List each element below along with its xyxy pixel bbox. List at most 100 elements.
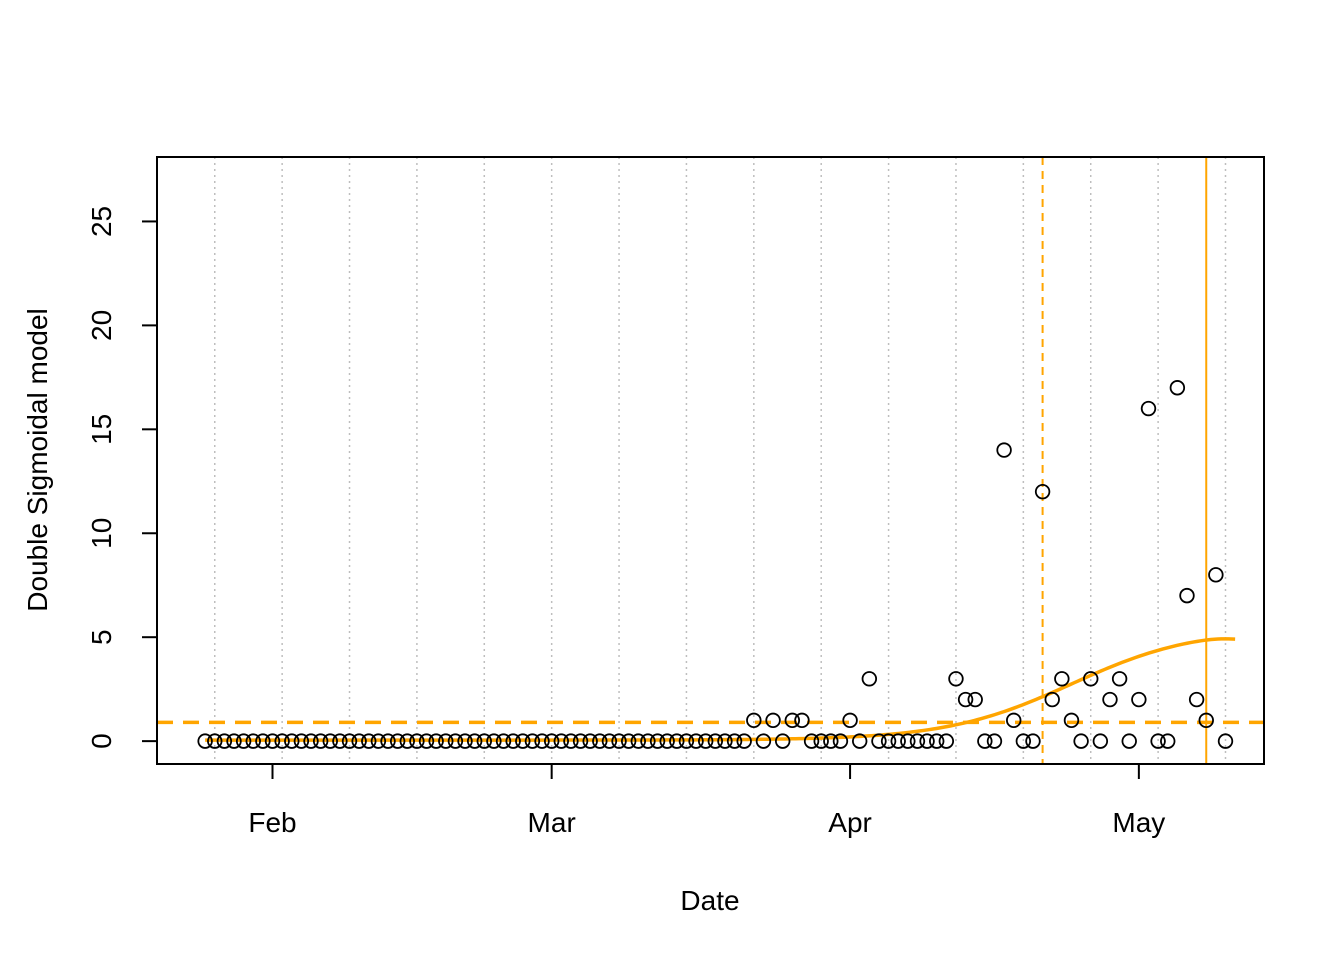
data-point bbox=[553, 733, 569, 749]
data-point bbox=[803, 733, 820, 749]
data-point bbox=[967, 691, 983, 708]
data-point bbox=[900, 733, 916, 749]
data-point bbox=[842, 712, 858, 729]
data-point bbox=[312, 733, 329, 749]
data-point bbox=[1140, 400, 1157, 417]
data-point bbox=[1150, 733, 1166, 749]
data-point bbox=[255, 733, 271, 749]
data-point bbox=[794, 712, 810, 729]
data-point bbox=[1179, 587, 1195, 604]
data-point bbox=[861, 671, 878, 687]
data-point bbox=[717, 733, 733, 749]
data-point bbox=[399, 733, 415, 749]
data-point bbox=[418, 733, 435, 749]
data-point bbox=[669, 733, 685, 749]
data-point bbox=[332, 733, 348, 749]
data-point bbox=[515, 733, 531, 749]
data-point bbox=[1198, 712, 1214, 729]
data-point bbox=[630, 733, 647, 749]
data-point bbox=[601, 733, 618, 749]
data-point bbox=[755, 733, 772, 749]
data-point bbox=[524, 733, 541, 749]
data-point bbox=[659, 733, 675, 749]
data-point bbox=[1188, 691, 1205, 708]
data-point bbox=[1073, 733, 1089, 749]
y-tick-label: 15 bbox=[86, 414, 117, 445]
data-point bbox=[852, 733, 868, 749]
data-point bbox=[919, 733, 935, 749]
x-tick-label: Mar bbox=[528, 807, 576, 838]
data-point bbox=[1083, 671, 1099, 687]
data-point bbox=[1006, 712, 1022, 729]
data-point bbox=[1102, 691, 1118, 708]
data-point bbox=[351, 733, 367, 749]
data-point bbox=[495, 733, 512, 749]
data-point bbox=[409, 733, 425, 749]
data-point bbox=[572, 733, 589, 749]
data-point bbox=[1131, 691, 1147, 708]
data-point bbox=[957, 691, 974, 708]
data-point bbox=[1015, 733, 1032, 749]
data-point bbox=[438, 733, 454, 749]
y-tick-label: 25 bbox=[86, 206, 117, 237]
y-axis: 0 5 10 15 20 25 bbox=[86, 206, 158, 749]
data-point bbox=[245, 733, 261, 749]
data-point bbox=[765, 712, 781, 729]
data-point bbox=[726, 733, 743, 749]
data-point bbox=[977, 733, 993, 749]
data-point bbox=[505, 733, 521, 749]
data-point bbox=[909, 733, 926, 749]
data-point bbox=[784, 712, 801, 729]
data-point bbox=[1121, 733, 1137, 749]
data-point bbox=[1034, 483, 1051, 500]
x-tick-label: May bbox=[1112, 807, 1165, 838]
data-point bbox=[303, 733, 319, 749]
data-point bbox=[486, 733, 502, 749]
data-point bbox=[476, 733, 492, 749]
data-point bbox=[832, 733, 849, 749]
data-point bbox=[235, 733, 252, 749]
data-point bbox=[697, 733, 714, 749]
data-point bbox=[1054, 671, 1070, 687]
data-point bbox=[582, 733, 598, 749]
data-point bbox=[871, 733, 887, 749]
data-point bbox=[274, 733, 290, 749]
y-tick-label: 20 bbox=[86, 310, 117, 341]
data-point bbox=[216, 733, 233, 749]
data-point bbox=[428, 733, 444, 749]
data-point bbox=[322, 733, 338, 749]
data-point bbox=[880, 733, 897, 749]
data-point bbox=[284, 733, 300, 749]
y-axis-title: Double Sigmoidal model bbox=[22, 308, 53, 612]
data-point bbox=[640, 733, 656, 749]
data-point bbox=[707, 733, 724, 749]
grid-lines bbox=[214, 157, 1227, 764]
data-point bbox=[543, 733, 560, 749]
data-point bbox=[293, 733, 310, 749]
data-point bbox=[563, 733, 579, 749]
data-point bbox=[746, 712, 762, 729]
data-point bbox=[649, 733, 666, 749]
data-point bbox=[361, 733, 377, 749]
data-point bbox=[1208, 567, 1224, 583]
reference-lines bbox=[157, 157, 1264, 764]
data-point bbox=[226, 733, 242, 749]
data-point bbox=[678, 733, 695, 749]
data-point bbox=[207, 733, 223, 749]
data-point bbox=[447, 733, 464, 749]
data-point bbox=[380, 733, 396, 749]
data-point bbox=[688, 733, 704, 749]
data-point bbox=[774, 733, 791, 749]
data-point bbox=[929, 733, 945, 749]
y-tick-label: 0 bbox=[86, 733, 117, 749]
data-point bbox=[1160, 733, 1176, 749]
fitted-curve-line bbox=[205, 637, 1236, 742]
data-point bbox=[890, 733, 906, 749]
data-point bbox=[264, 733, 281, 749]
x-axis: Feb Mar Apr May bbox=[248, 764, 1165, 838]
data-point bbox=[466, 733, 483, 749]
data-point bbox=[1111, 671, 1128, 687]
data-point bbox=[611, 733, 627, 749]
data-point bbox=[1025, 733, 1041, 749]
